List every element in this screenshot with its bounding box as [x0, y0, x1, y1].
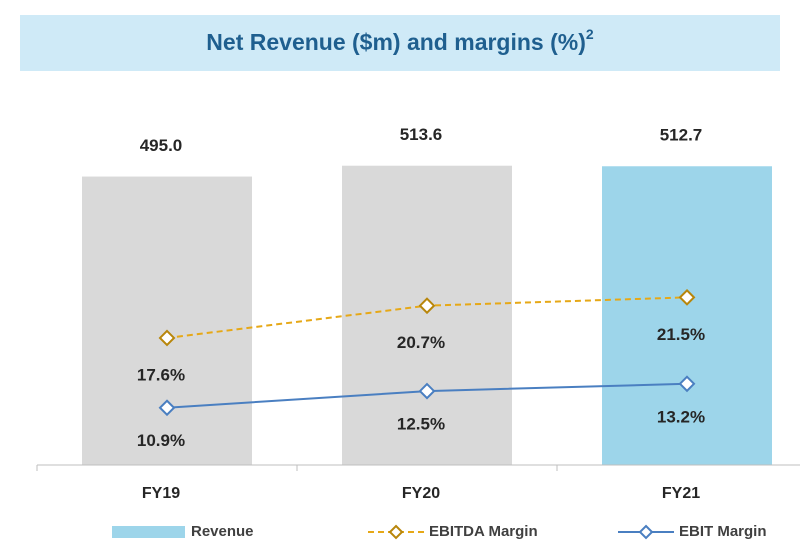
title-band [20, 15, 780, 71]
x-tick-label: FY21 [662, 485, 700, 502]
x-tick-label: FY19 [142, 485, 180, 502]
marker [678, 288, 696, 306]
title-superscript: 2 [586, 26, 594, 42]
line-value-label: 13.2% [657, 407, 705, 426]
marker [418, 382, 436, 400]
bar [82, 176, 252, 465]
legend-label: EBIT Margin [679, 523, 767, 540]
line-value-label: 21.5% [657, 325, 705, 344]
line-value-label: 10.9% [137, 431, 185, 450]
bar [602, 166, 772, 465]
bar-value-label: 495.0 [140, 136, 183, 155]
bar [342, 165, 512, 465]
marker [678, 375, 696, 393]
chart-title: Net Revenue ($m) and margins (%)2 [206, 26, 594, 55]
x-tick-label: FY20 [402, 485, 440, 502]
legend-marker [638, 524, 654, 540]
marker [158, 329, 176, 347]
marker [158, 399, 176, 417]
bar-value-label: 513.6 [400, 125, 443, 144]
line-value-label: 20.7% [397, 333, 445, 352]
legend-swatch [112, 526, 185, 538]
line-value-label: 12.5% [397, 415, 445, 434]
line-value-label: 17.6% [137, 365, 185, 384]
legend-marker [388, 524, 404, 540]
title-text: Net Revenue ($m) and margins (%) [206, 29, 586, 55]
legend-label: Revenue [191, 523, 254, 540]
bar-value-label: 512.7 [660, 126, 703, 145]
legend-label: EBITDA Margin [429, 523, 538, 540]
marker [418, 297, 436, 315]
